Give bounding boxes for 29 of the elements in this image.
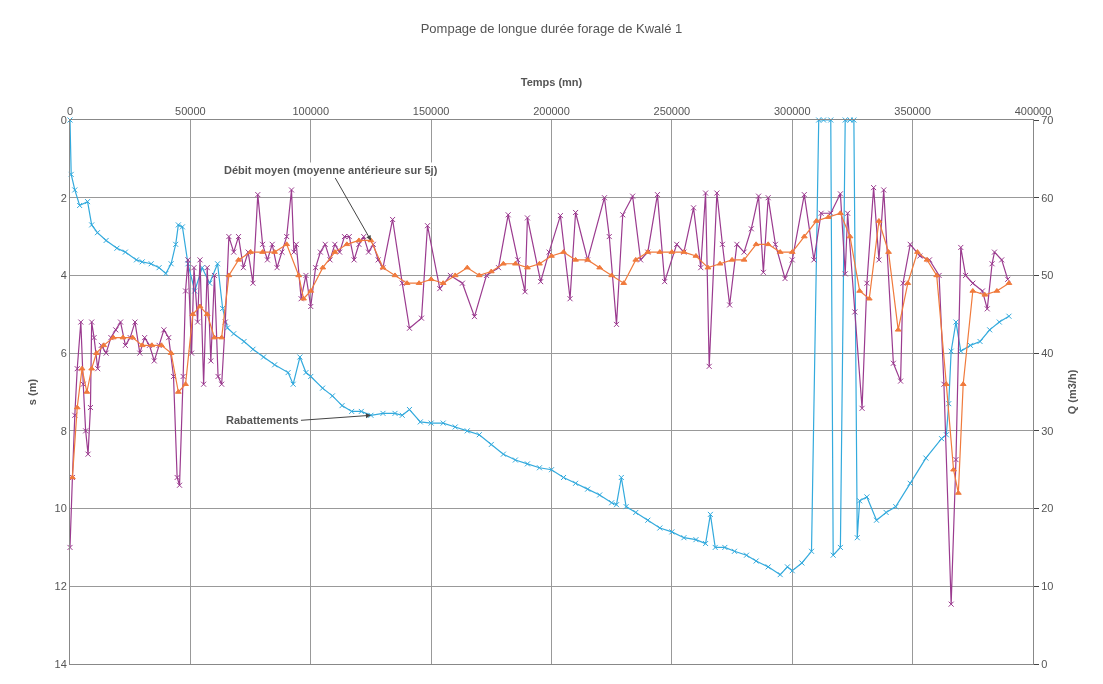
y2-tick-label: 10 bbox=[1041, 580, 1054, 593]
y2-tick-label: 50 bbox=[1041, 269, 1054, 282]
y2-tick-label: 30 bbox=[1041, 424, 1054, 437]
y-tick-label: 8 bbox=[60, 424, 67, 437]
y2-axis-title: Q (m3/h) bbox=[1065, 369, 1078, 415]
x-tick-label: 350000 bbox=[894, 104, 931, 117]
y-tick-label: 4 bbox=[60, 269, 67, 282]
y-tick-label: 14 bbox=[54, 657, 67, 670]
y2-tick-label: 20 bbox=[1041, 502, 1054, 515]
y-tick-label: 12 bbox=[54, 580, 67, 593]
x-tick-label: 300000 bbox=[773, 104, 811, 117]
y-tick-label: 2 bbox=[60, 191, 67, 204]
y-axis-title: s (m) bbox=[26, 378, 39, 406]
x-axis-title: Temps (mn) bbox=[520, 76, 583, 89]
x-tick-label: 200000 bbox=[533, 104, 570, 117]
y-tick-label: 10 bbox=[54, 502, 67, 515]
text: Débit moyen (moyenne antérieure sur 5j) bbox=[224, 164, 438, 176]
x-tick-label: 400000 bbox=[1014, 104, 1052, 117]
x-tick-label: 250000 bbox=[653, 104, 691, 117]
y2-tick-label: 60 bbox=[1041, 191, 1054, 204]
x-tick-label: 50000 bbox=[175, 104, 206, 117]
text: Rabattements bbox=[226, 414, 299, 426]
x-tick-label: 150000 bbox=[412, 104, 450, 117]
y2-tick-label: 40 bbox=[1041, 346, 1054, 359]
y2-tick-label: 0 bbox=[1041, 657, 1048, 670]
y-tick-label: 0 bbox=[60, 113, 67, 126]
chart-title: Pompage de longue durée forage de Kwalé 1 bbox=[420, 21, 683, 37]
x-tick-label: 100000 bbox=[292, 104, 330, 117]
y-tick-label: 6 bbox=[60, 346, 67, 359]
